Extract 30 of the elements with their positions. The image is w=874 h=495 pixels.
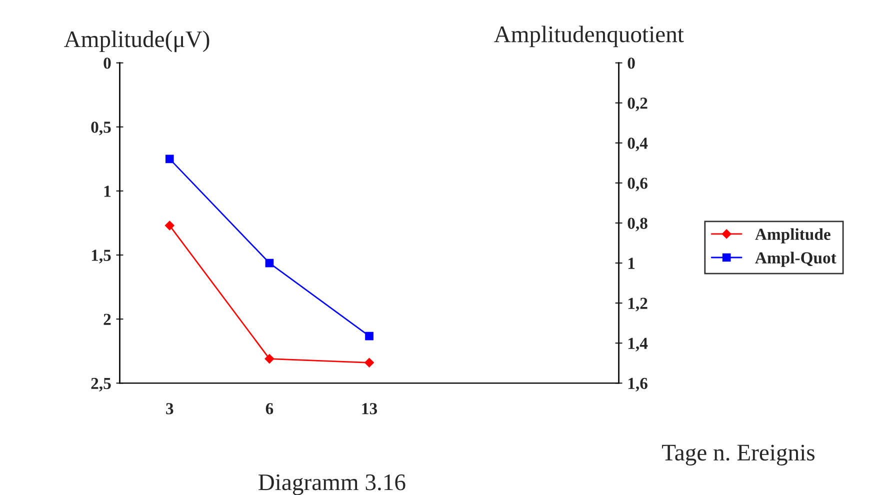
y2-tick-label: 1,4 — [628, 338, 648, 352]
point — [264, 354, 274, 364]
text: Diagramm 3.16 — [258, 474, 406, 495]
y-tick-label: 0 — [104, 58, 111, 69]
y-tick-label: 0,5 — [91, 122, 111, 136]
x-tick-label: 3 — [166, 403, 174, 414]
y2-tick-label: 0 — [628, 58, 635, 69]
y-tick-label: 2,5 — [91, 378, 111, 392]
y2-tick-label: 1 — [628, 258, 635, 269]
y2-tick-label: 0,2 — [628, 98, 648, 112]
y2-tick-label: 0,6 — [628, 178, 648, 192]
x-axis-title: Tage n. Ereignis — [662, 444, 814, 466]
point — [265, 258, 274, 268]
y-tick-label: 2 — [104, 314, 111, 325]
y2-axis-title: Amplitudenquotient — [494, 26, 684, 48]
y-tick-label: 1,5 — [92, 250, 111, 264]
y2-tick-label: 1,2 — [628, 298, 648, 312]
point — [365, 332, 374, 340]
y-tick-label: 1 — [104, 186, 111, 197]
legend-label: Ampl-Quot — [755, 252, 836, 267]
x-tick-label: 13 — [362, 403, 378, 414]
y2-tick-label: 0,4 — [628, 138, 648, 152]
y2-tick-label: 0,8 — [628, 218, 648, 232]
x-tick-label: 6 — [266, 403, 274, 414]
y-axis-title: Amplitude(μV) — [64, 30, 210, 52]
point — [364, 358, 374, 368]
point — [165, 154, 174, 164]
y2-tick-label: 1,6 — [628, 378, 648, 392]
point — [165, 220, 174, 230]
legend-label: Amplitude — [755, 228, 830, 244]
